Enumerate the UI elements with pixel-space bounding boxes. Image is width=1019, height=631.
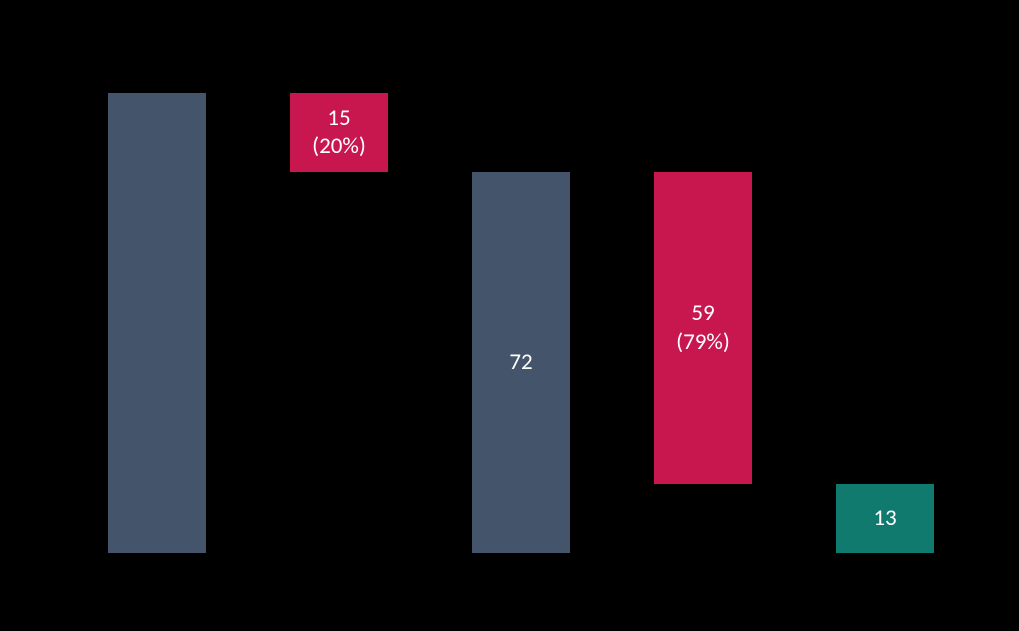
waterfall-chart: 15(20%) 72 59(79%) 13 [0,0,1019,631]
bar-3-label: 72 [472,172,570,553]
bar-5-label-value: 13 [873,504,896,533]
bar-4-label-value: 59 [691,299,714,328]
bar-4-label-pct: (79%) [676,328,730,357]
bar-1 [108,93,206,553]
bar-2-label: 15(20%) [290,93,388,172]
bar-2-label-value: 15 [327,104,350,133]
bar-5-label: 13 [836,484,934,553]
bar-3-label-value: 72 [509,348,532,377]
bar-2-label-pct: (20%) [312,132,366,161]
bar-4-label: 59(79%) [654,172,752,484]
